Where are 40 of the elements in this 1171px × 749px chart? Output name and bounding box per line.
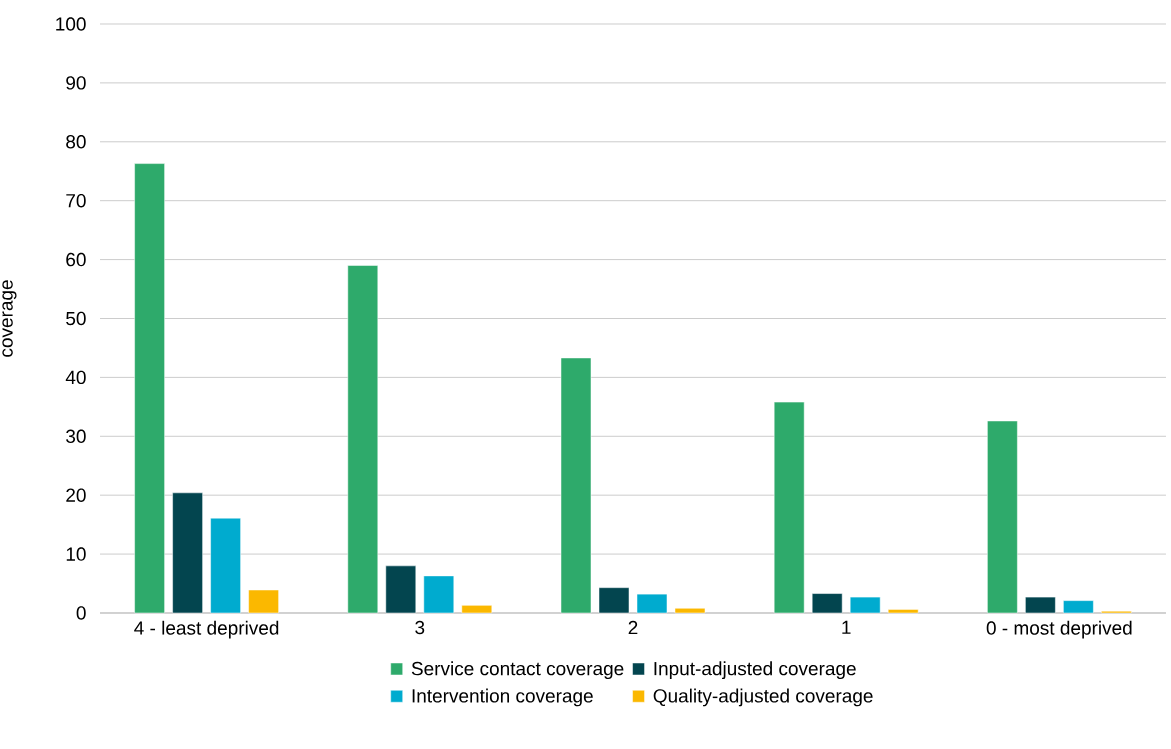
y-tick-label: 80 (66, 135, 86, 149)
x-tick-label: 0 - most deprived (986, 620, 1132, 639)
y-tick-label: 90 (66, 76, 86, 90)
bar (248, 589, 279, 614)
bar (461, 605, 493, 614)
x-tick-label: 3 (415, 620, 425, 635)
legend-label: Input-adjusted coverage (654, 661, 856, 680)
legend-label: Service contact coverage (411, 661, 624, 680)
legend-label: Intervention coverage (412, 688, 593, 707)
y-axis-title: coverage (2, 280, 17, 357)
bar (560, 357, 592, 614)
bar (347, 265, 379, 614)
y-tick-label: 100 (56, 17, 86, 31)
x-tick-label: 4 - least deprived (134, 620, 279, 639)
bar (210, 517, 241, 614)
legend-label: Quality-adjusted coverage (653, 688, 873, 707)
bar (636, 593, 668, 614)
y-tick-label: 60 (66, 252, 86, 267)
bar (385, 565, 417, 614)
y-tick-label: 10 (66, 547, 86, 561)
y-tick-label: 40 (65, 370, 86, 385)
bar (172, 492, 203, 614)
bar (987, 420, 1018, 614)
bar (674, 608, 706, 614)
bar (811, 593, 843, 614)
bar (849, 596, 881, 614)
x-tick-label: 2 (628, 620, 638, 635)
y-tick-label: 50 (66, 311, 86, 326)
bar (134, 163, 165, 614)
bar (773, 401, 805, 614)
bar (1063, 600, 1094, 614)
y-tick-label: 0 (76, 606, 86, 620)
bar (887, 609, 919, 614)
x-tick-label: 1 (842, 620, 851, 634)
y-tick-label: 30 (66, 429, 86, 444)
bar (1025, 596, 1056, 614)
bar (423, 575, 455, 614)
y-tick-label: 20 (66, 488, 86, 502)
y-tick-label: 70 (66, 193, 86, 208)
bar (598, 587, 630, 614)
